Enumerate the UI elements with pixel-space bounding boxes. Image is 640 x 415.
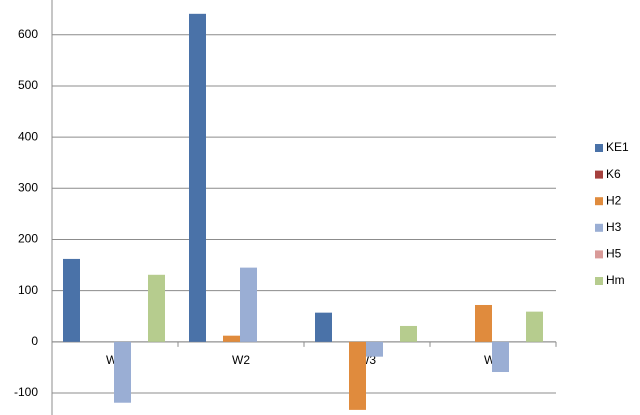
bar (366, 341, 383, 357)
legend-swatch (595, 170, 603, 179)
y-tick-label: 600 (18, 27, 38, 41)
y-tick-label: 100 (18, 283, 38, 297)
y-tick-label: 0 (31, 334, 38, 348)
bar (475, 304, 492, 342)
legend-label: H5 (606, 247, 622, 261)
bar (315, 312, 332, 342)
legend-swatch (595, 197, 603, 206)
bar (189, 13, 206, 342)
bar (349, 341, 366, 410)
legend-swatch (595, 223, 603, 232)
y-tick-label: -100 (14, 385, 38, 399)
bar (63, 258, 80, 342)
legend-label: KE1 (606, 140, 629, 154)
x-tick-label: W2 (232, 353, 250, 367)
y-tick-label: 500 (18, 78, 38, 92)
bar (114, 341, 131, 403)
bar (148, 274, 165, 342)
legend-label: H3 (606, 220, 622, 234)
y-tick-label: 300 (18, 180, 38, 194)
y-tick-label: 200 (18, 232, 38, 246)
legend-label: H2 (606, 193, 622, 207)
bar (240, 267, 257, 342)
bar (400, 325, 417, 342)
y-tick-label: 400 (18, 129, 38, 143)
legend-swatch (595, 250, 603, 259)
bar (223, 335, 240, 342)
legend-swatch (595, 277, 603, 285)
bar (492, 341, 509, 373)
legend-label: Hm (606, 273, 625, 287)
legend-label: K6 (606, 167, 621, 181)
bar (526, 311, 543, 342)
legend-swatch (595, 144, 603, 152)
